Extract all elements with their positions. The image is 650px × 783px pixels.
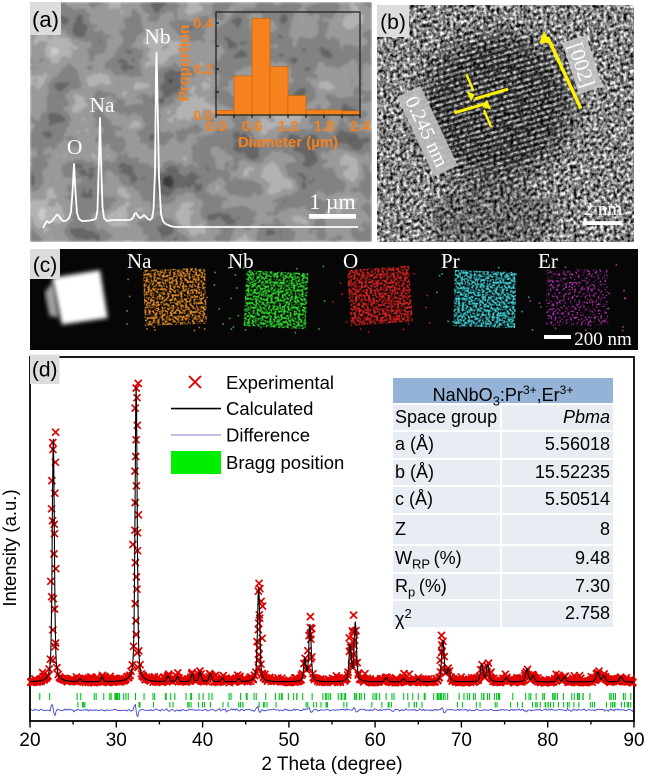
svg-text:Pr: Pr [441,249,460,273]
svg-text:O: O [343,249,358,273]
svg-text:1.2: 1.2 [278,118,299,135]
svg-text:80: 80 [537,730,558,751]
svg-text:Difference: Difference [226,425,310,446]
svg-text:40: 40 [192,730,213,751]
svg-text:(d): (d) [32,359,58,382]
svg-text:O: O [67,135,83,159]
svg-text:Proportion: Proportion [176,25,193,102]
svg-text:20: 20 [19,730,40,751]
svg-text:0.4: 0.4 [194,15,214,31]
svg-text:2 nm: 2 nm [584,199,623,220]
svg-text:Nb: Nb [228,249,254,273]
svg-text:(a): (a) [32,7,59,32]
svg-text:Calculated: Calculated [226,398,313,419]
svg-text:(b): (b) [380,11,406,34]
svg-text:Na: Na [127,249,152,273]
svg-text:2.4: 2.4 [350,118,372,135]
svg-text:70: 70 [451,730,472,751]
svg-text:Experimental: Experimental [226,372,334,393]
svg-text:Na: Na [89,93,115,117]
svg-text:Er: Er [538,249,558,273]
svg-text:0.6: 0.6 [242,118,263,135]
svg-text:Diameter (µm): Diameter (µm) [238,134,338,151]
svg-text:1 µm: 1 µm [309,189,355,214]
svg-text:2 Theta (degree): 2 Theta (degree) [261,754,402,775]
svg-text:30: 30 [106,730,127,751]
svg-text:50: 50 [278,730,299,751]
svg-text:90: 90 [623,730,644,751]
svg-text:0.0: 0.0 [194,107,214,123]
svg-text:1.8: 1.8 [314,118,335,135]
svg-text:60: 60 [365,730,386,751]
svg-text:Bragg position: Bragg position [226,452,344,473]
svg-text:(c): (c) [33,254,58,277]
svg-text:Nb: Nb [144,25,170,49]
svg-text:0.2: 0.2 [194,61,214,77]
svg-text:Intensity (a.u.): Intensity (a.u.) [0,489,20,606]
svg-text:0.0: 0.0 [206,118,227,135]
svg-text:200 nm: 200 nm [574,329,632,350]
